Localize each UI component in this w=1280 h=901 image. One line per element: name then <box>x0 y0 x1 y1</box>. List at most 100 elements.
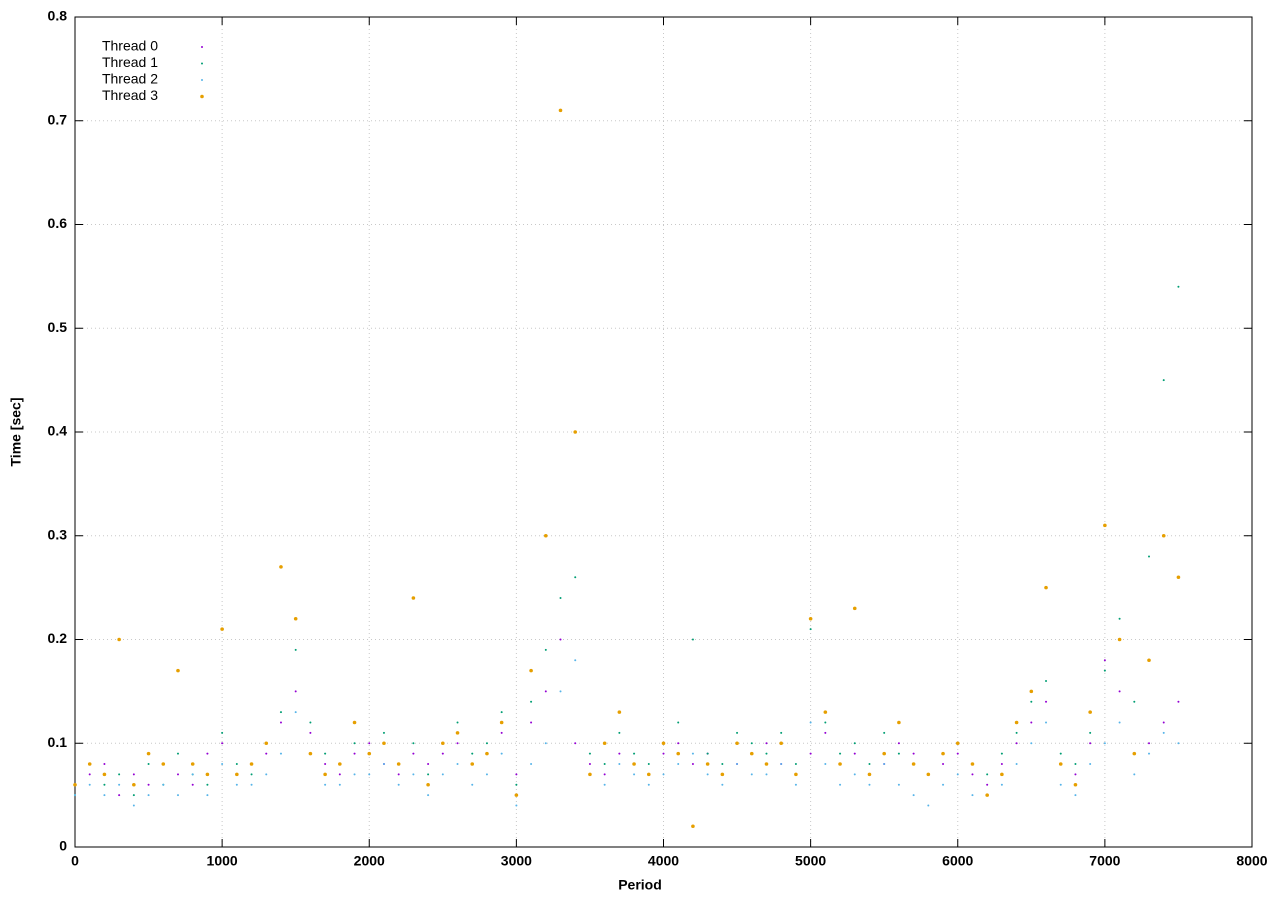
x-tick-label: 2000 <box>354 853 385 869</box>
point <box>602 741 607 746</box>
point <box>397 783 400 786</box>
point <box>794 772 798 777</box>
point <box>412 752 415 755</box>
point <box>500 711 503 714</box>
point <box>942 763 945 765</box>
point <box>323 772 327 777</box>
point <box>646 772 651 777</box>
point <box>309 721 312 724</box>
point <box>765 742 768 745</box>
point <box>941 751 945 756</box>
point <box>1118 721 1121 724</box>
point <box>838 762 842 766</box>
point <box>382 763 385 765</box>
point <box>103 763 106 765</box>
point <box>161 762 166 766</box>
point <box>441 752 444 755</box>
point <box>691 824 695 829</box>
point <box>176 794 179 797</box>
point <box>912 794 915 797</box>
point <box>102 772 107 777</box>
x-tick-label: 4000 <box>648 853 679 869</box>
point <box>956 752 959 755</box>
point <box>117 637 121 642</box>
point <box>441 741 445 746</box>
point <box>353 742 356 745</box>
plot-frame <box>74 16 1253 848</box>
x-tick-label: 7000 <box>1089 853 1120 869</box>
point <box>677 763 680 765</box>
point <box>677 742 680 745</box>
point <box>147 763 150 765</box>
point <box>279 752 282 755</box>
point <box>780 731 783 734</box>
x-tick-label: 3000 <box>501 853 532 869</box>
point <box>912 752 915 755</box>
point <box>721 763 724 765</box>
point <box>867 772 872 777</box>
point <box>221 742 224 745</box>
point <box>324 752 327 755</box>
point <box>191 773 194 776</box>
y-tick-label: 0.7 <box>48 111 68 127</box>
point <box>705 762 710 766</box>
point <box>352 720 357 725</box>
point <box>824 721 827 724</box>
point <box>1000 763 1003 765</box>
point <box>1103 742 1106 745</box>
point <box>471 783 474 786</box>
point <box>441 773 444 776</box>
point <box>530 763 533 765</box>
point <box>883 763 886 765</box>
point <box>176 773 179 776</box>
point <box>396 762 401 766</box>
point <box>1074 794 1077 797</box>
point <box>588 752 591 755</box>
point <box>1147 658 1151 663</box>
x-tick-label: 0 <box>71 853 79 869</box>
point <box>736 763 739 765</box>
point <box>382 741 386 746</box>
point <box>176 668 180 673</box>
point <box>868 763 871 765</box>
point <box>205 772 210 777</box>
legend-marker <box>201 79 203 81</box>
point <box>971 773 974 776</box>
x-tick-label: 8000 <box>1236 853 1267 869</box>
point <box>986 773 989 776</box>
point <box>559 597 562 599</box>
point <box>706 752 709 755</box>
point <box>309 731 312 734</box>
point <box>1162 379 1165 382</box>
point <box>677 721 680 724</box>
point <box>514 793 519 797</box>
point <box>823 710 828 714</box>
point <box>544 648 547 651</box>
point <box>764 762 769 766</box>
point <box>1058 762 1063 766</box>
point <box>529 668 533 673</box>
point <box>765 752 768 755</box>
point <box>530 700 533 703</box>
point <box>324 783 327 786</box>
point <box>824 731 827 734</box>
point <box>559 690 562 693</box>
point <box>485 742 488 745</box>
point <box>235 772 239 777</box>
point <box>618 752 621 755</box>
point <box>485 751 489 756</box>
point <box>103 783 106 786</box>
point <box>176 752 179 755</box>
point <box>249 762 254 766</box>
point <box>338 773 341 776</box>
point <box>456 721 459 724</box>
legend-label: Thread 0 <box>102 38 158 54</box>
point <box>794 763 797 765</box>
point <box>206 752 209 755</box>
point <box>147 794 150 797</box>
point <box>1133 700 1136 703</box>
point <box>603 763 606 765</box>
point <box>235 763 238 765</box>
point <box>617 710 622 714</box>
point <box>544 533 548 538</box>
